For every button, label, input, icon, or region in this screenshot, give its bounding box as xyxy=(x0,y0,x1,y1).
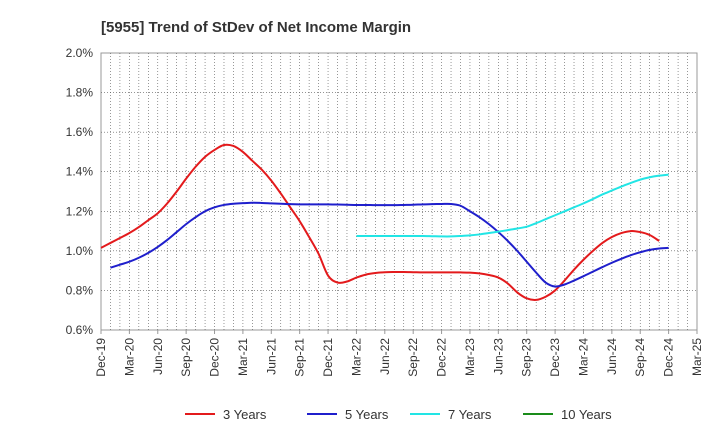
x-axis: Dec-19 Mar-20 Jun-20 Sep-20 Dec-20 Mar-21 Jun-… xyxy=(94,330,704,377)
plot-frame xyxy=(100,52,698,331)
series-line-7-years xyxy=(356,173,669,238)
x-tick-label: Mar-25 xyxy=(690,338,704,376)
legend-label: 10 Years xyxy=(561,407,612,422)
y-tick-label: 1.2% xyxy=(66,204,94,218)
x-tick-label: Sep-22 xyxy=(406,338,420,377)
legend: 3 Years 5 Years 7 Years 10 Years xyxy=(185,407,612,422)
x-tick-label: Dec-20 xyxy=(208,338,222,377)
x-tick-label: Sep-24 xyxy=(633,338,647,377)
x-tick-label: Dec-24 xyxy=(662,338,676,377)
x-tick-label: Jun-20 xyxy=(151,338,165,375)
y-tick-label: 1.4% xyxy=(66,165,94,179)
series-lines xyxy=(100,143,669,301)
y-tick-label: 1.8% xyxy=(66,86,94,100)
x-tick-label: Jun-21 xyxy=(264,338,278,375)
x-tick-label: Jun-23 xyxy=(491,338,505,375)
x-tick-label: Sep-20 xyxy=(179,338,193,377)
chart-title: [5955] Trend of StDev of Net Income Marg… xyxy=(101,19,411,36)
y-axis: 0.6% 0.8% 1.0% 1.2% 1.4% 1.6% 1.8% 2.0% xyxy=(66,46,94,337)
legend-label: 3 Years xyxy=(223,407,267,422)
series-line-3-years xyxy=(100,143,660,301)
x-tick-label: Jun-24 xyxy=(605,338,619,375)
x-tick-label: Mar-21 xyxy=(236,338,250,376)
x-tick-label: Sep-21 xyxy=(293,338,307,377)
x-tick-label: Mar-24 xyxy=(576,338,590,376)
x-tick-label: Dec-21 xyxy=(321,338,335,377)
y-tick-label: 1.6% xyxy=(66,125,94,139)
x-tick-label: Mar-22 xyxy=(349,338,363,376)
y-tick-label: 2.0% xyxy=(66,46,94,60)
x-tick-label: Dec-23 xyxy=(548,338,562,377)
legend-label: 7 Years xyxy=(448,407,492,422)
x-tick-label: Mar-20 xyxy=(122,338,136,376)
x-tick-label: Jun-22 xyxy=(378,338,392,375)
x-tick-label: Sep-23 xyxy=(520,338,534,377)
y-tick-label: 0.6% xyxy=(66,323,94,337)
series-line-5-years xyxy=(110,201,669,288)
legend-label: 5 Years xyxy=(345,407,389,422)
y-tick-label: 1.0% xyxy=(66,244,94,258)
plot-area xyxy=(100,52,698,331)
y-tick-label: 0.8% xyxy=(66,283,94,297)
x-tick-label: Dec-22 xyxy=(435,338,449,377)
x-tick-label: Dec-19 xyxy=(94,338,108,377)
x-tick-label: Mar-23 xyxy=(463,338,477,376)
